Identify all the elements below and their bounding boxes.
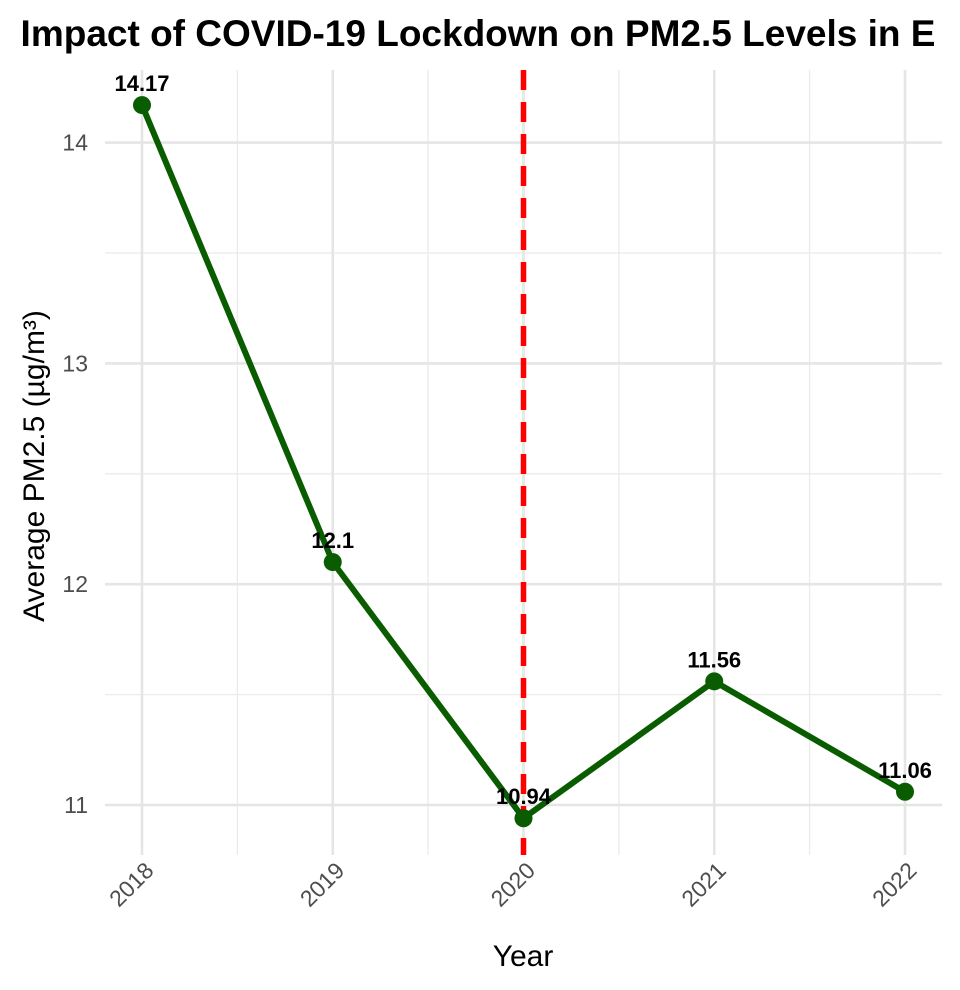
data-point xyxy=(896,782,914,801)
data-point xyxy=(323,553,342,572)
x-tick-label: 2021 xyxy=(676,857,731,912)
data-label: 12.1 xyxy=(311,528,354,553)
points-layer xyxy=(133,96,914,828)
y-axis-title: Average PM2.5 (µg/m³) xyxy=(18,310,51,622)
x-tick-label: 2019 xyxy=(295,857,350,912)
x-tick-label: 2022 xyxy=(867,857,922,912)
y-tick-label: 14 xyxy=(62,130,88,156)
chart-title: Impact of COVID-19 Lockdown on PM2.5 Lev… xyxy=(21,13,936,54)
y-tick-label: 12 xyxy=(62,571,88,597)
x-tick-label: 2018 xyxy=(104,857,159,912)
data-label: 11.06 xyxy=(878,758,932,783)
data-label: 11.56 xyxy=(687,647,741,672)
x-axis-title: Year xyxy=(493,940,554,973)
y-tick-label: 11 xyxy=(64,792,88,818)
x-tick-label: 2020 xyxy=(485,857,540,912)
x-axis-ticks: 2018 2019 2020 2021 2022 xyxy=(104,857,922,912)
data-label: 10.94 xyxy=(496,784,552,809)
data-label: 14.17 xyxy=(114,71,169,96)
data-point xyxy=(514,809,533,828)
data-point xyxy=(133,96,151,115)
data-point xyxy=(705,672,724,691)
data-labels: 14.17 12.1 10.94 11.56 11.06 xyxy=(114,71,931,809)
y-axis-ticks: 11 12 13 14 xyxy=(62,130,88,818)
y-tick-label: 13 xyxy=(62,350,88,376)
